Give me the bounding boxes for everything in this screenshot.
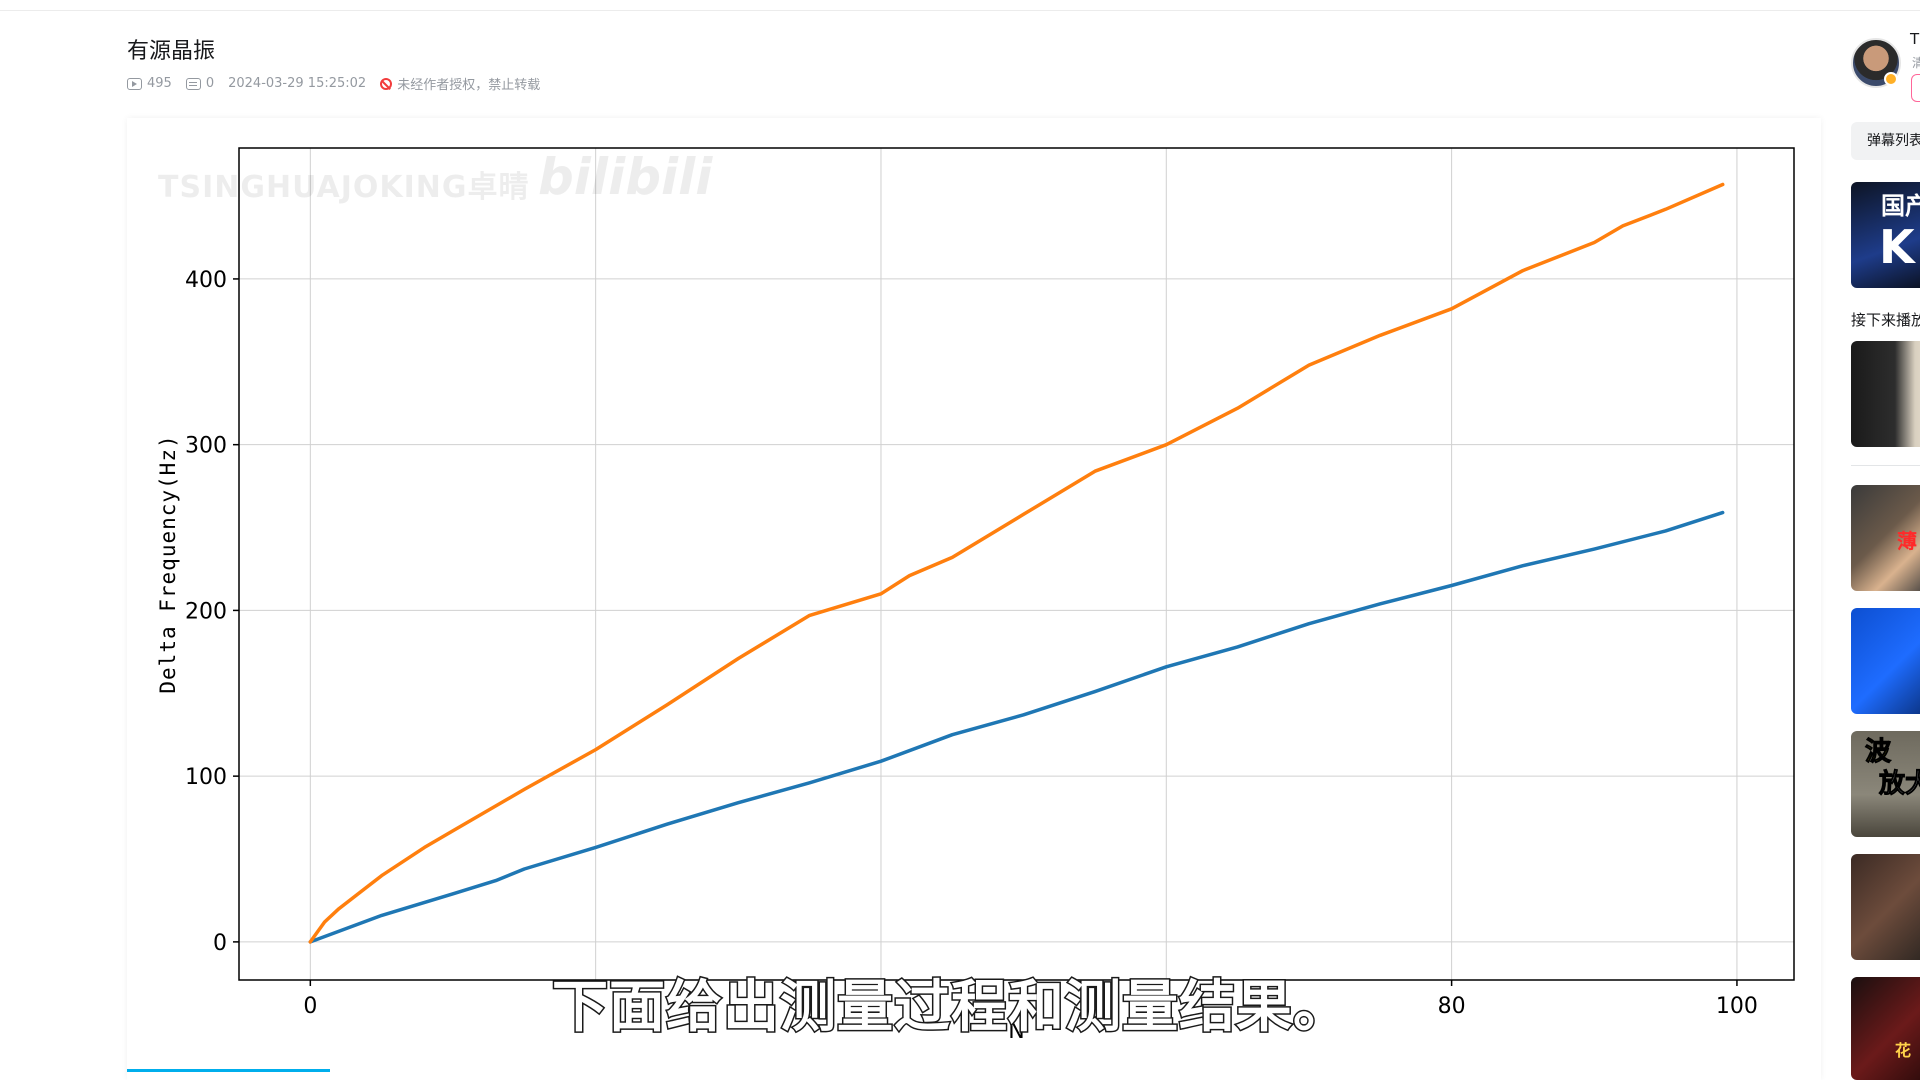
- recommend-thumbnail-7[interactable]: 花: [1851, 977, 1920, 1080]
- recommend-thumbnail-6[interactable]: [1851, 854, 1920, 960]
- top-divider: [0, 0, 1920, 11]
- video-title: 有源晶振: [127, 39, 216, 64]
- y-tick-label-0: 0: [213, 931, 227, 956]
- recommend-divider: [1851, 465, 1920, 466]
- series-line-1: [308, 510, 1725, 944]
- x-tick-label-0: 0: [303, 994, 317, 1019]
- y-tick-label-2: 200: [185, 599, 227, 624]
- recommend-thumbnail-1[interactable]: 国产 K: [1851, 182, 1920, 288]
- view-count-value: 495: [147, 76, 172, 91]
- x-axis-label: N: [1008, 1019, 1024, 1044]
- follow-button[interactable]: [1911, 74, 1920, 102]
- recommend-thumbnail-5[interactable]: 波 放大: [1851, 731, 1920, 837]
- danmaku-count: 0: [185, 76, 215, 91]
- bilibili-watermark-logo: bilibili: [538, 148, 713, 206]
- danmaku-list-toggle[interactable]: 弹幕列表: [1851, 122, 1920, 160]
- y-axis-label: Delta Frequency(Hz): [156, 434, 180, 693]
- next-up-label: 接下来播放: [1851, 311, 1920, 329]
- thumb-text-6: 花: [1895, 1041, 1912, 1060]
- recommend-thumbnail-2[interactable]: [1851, 341, 1920, 447]
- copyright-notice: 未经作者授权，禁止转载: [380, 74, 540, 93]
- play-count-icon: [127, 77, 142, 90]
- y-tick-label-3: 300: [185, 434, 227, 459]
- video-watermark: TSINGHUAJOKING卓晴: [158, 170, 530, 205]
- danmaku-count-value: 0: [205, 76, 215, 91]
- no-repost-icon: [380, 77, 393, 90]
- view-count: 495: [127, 76, 172, 91]
- plot-frame: [238, 147, 1795, 981]
- up-avatar[interactable]: [1851, 38, 1901, 88]
- y-tick-label-4: 400: [185, 268, 227, 293]
- x-tick-label-1: 80: [1438, 994, 1466, 1019]
- player-progress-bar[interactable]: [127, 1069, 330, 1072]
- up-name[interactable]: T: [1910, 30, 1920, 48]
- thumb-text-3: 薄: [1897, 529, 1917, 553]
- thumb-text-2: K: [1879, 220, 1915, 274]
- publish-date: 2024-03-29 15:25:02: [228, 76, 367, 91]
- video-meta: 495 0 2024-03-29 15:25:02 未经作者授权，禁止转载: [127, 74, 540, 93]
- verified-badge-icon: [1884, 72, 1898, 86]
- thumb-text-1: 国产: [1881, 192, 1920, 220]
- video-subtitle: 下面给出测量过程和测量结果。: [551, 974, 1351, 1042]
- danmaku-icon: [185, 77, 201, 90]
- recommend-thumbnail-3[interactable]: 薄: [1851, 485, 1920, 591]
- y-tick-label-1: 100: [185, 765, 227, 790]
- up-description: 清: [1912, 56, 1920, 70]
- thumb-text-4: 波: [1864, 737, 1892, 768]
- thumb-text-5: 放大: [1878, 769, 1920, 800]
- video-player[interactable]: [127, 118, 1821, 1080]
- x-tick-label-2: 100: [1716, 994, 1758, 1019]
- series-line-0: [308, 182, 1725, 944]
- copyright-notice-text: 未经作者授权，禁止转载: [397, 78, 541, 93]
- recommend-thumbnail-4[interactable]: [1851, 608, 1920, 714]
